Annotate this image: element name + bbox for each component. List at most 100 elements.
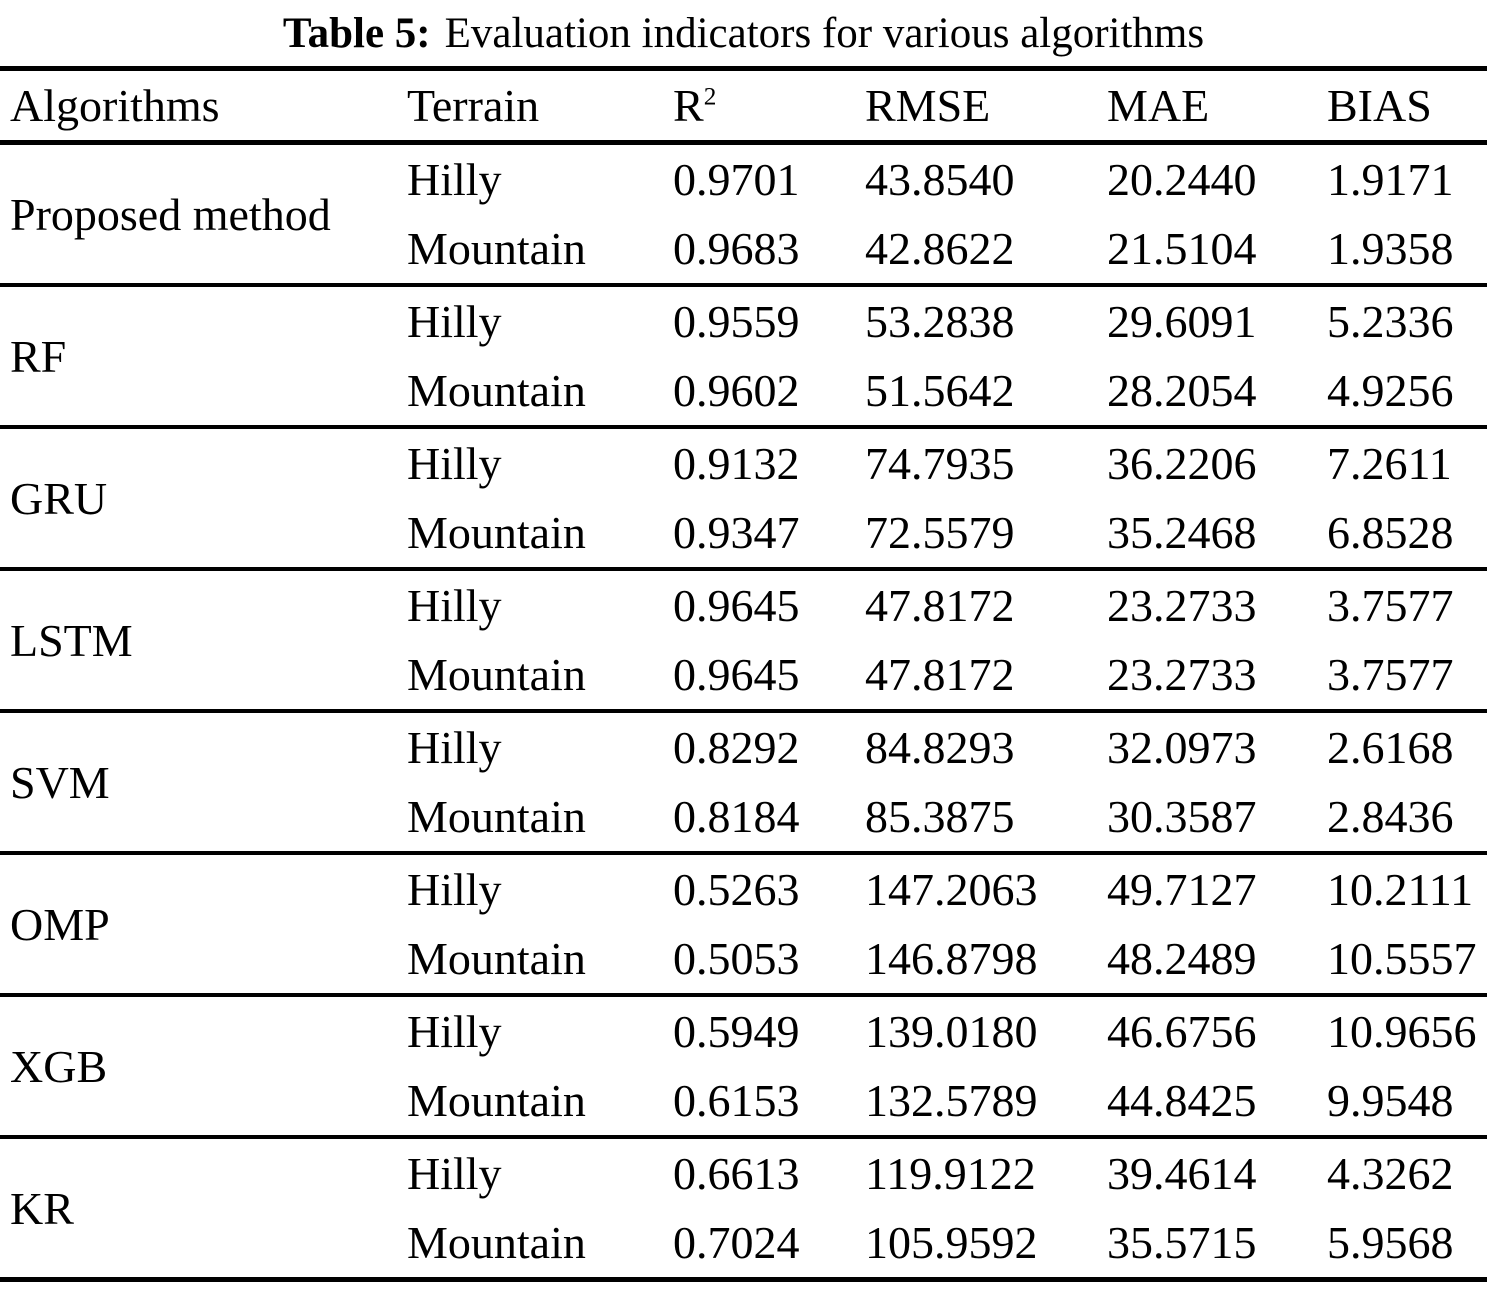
mae-cell: 49.7127 [1107,864,1257,915]
algorithm-group: LSTM Hilly 0.9645 47.8172 23.2733 3.7577 Mount… [0,569,1487,711]
table-row: Mountain 0.6153 132.5789 44.8425 9.9548 [0,1066,1487,1137]
mae-cell: 21.5104 [1107,223,1257,274]
bias-cell: 10.9656 [1327,1006,1477,1057]
table-caption-label: Table 5: [282,10,431,57]
terrain-cell: Hilly [407,722,502,773]
mae-cell: 39.4614 [1107,1148,1257,1199]
mae-cell: 48.2489 [1107,933,1257,984]
table-row: Mountain 0.9602 51.5642 28.2054 4.9256 [0,356,1487,427]
table-row: Mountain 0.8184 85.3875 30.3587 2.8436 [0,782,1487,853]
terrain-cell: Mountain [407,365,586,416]
rmse-cell: 42.8622 [865,223,1015,274]
rmse-cell: 132.5789 [865,1075,1038,1126]
r2-cell: 0.6613 [673,1148,800,1199]
bias-cell: 2.8436 [1327,791,1454,842]
header-r2-base: R [673,80,704,131]
terrain-cell: Mountain [407,791,586,842]
algorithm-cell: OMP [10,898,110,950]
header-algorithms: Algorithms [10,80,220,131]
mae-cell: 23.2733 [1107,580,1257,631]
algorithm-cell: Proposed method [10,188,331,240]
table-caption-text: Evaluation indicators for various algori… [444,10,1205,57]
bias-cell: 1.9358 [1327,223,1454,274]
table-row: XGB Hilly 0.5949 139.0180 46.6756 10.9656 [0,995,1487,1092]
r2-cell: 0.9559 [673,296,800,347]
mae-cell: 36.2206 [1107,438,1257,489]
r2-cell: 0.5949 [673,1006,800,1057]
rmse-cell: 119.9122 [865,1148,1036,1199]
header-mae: MAE [1107,80,1210,131]
algorithm-cell: RF [10,330,67,382]
mae-cell: 23.2733 [1107,649,1257,700]
terrain-cell: Mountain [407,649,586,700]
rmse-cell: 147.2063 [865,864,1038,915]
algorithm-group: XGB Hilly 0.5949 139.0180 46.6756 10.9656 Moun… [0,995,1487,1137]
rmse-cell: 85.3875 [865,791,1015,842]
table-row: LSTM Hilly 0.9645 47.8172 23.2733 3.7577 [0,569,1487,666]
terrain-cell: Hilly [407,154,502,205]
rmse-cell: 84.8293 [865,722,1015,773]
table-row: GRU Hilly 0.9132 74.7935 36.2206 7.2611 [0,427,1487,524]
terrain-cell: Mountain [407,933,586,984]
table-row: Mountain 0.9645 47.8172 23.2733 3.7577 [0,640,1487,711]
algorithm-group: GRU Hilly 0.9132 74.7935 36.2206 7.2611 Mounta… [0,427,1487,569]
table-row: RF Hilly 0.9559 53.2838 29.6091 5.2336 [0,285,1487,382]
rmse-cell: 47.8172 [865,649,1015,700]
bias-cell: 4.9256 [1327,365,1454,416]
r2-cell: 0.7024 [673,1217,800,1268]
algorithm-group: SVM Hilly 0.8292 84.8293 32.0973 2.6168 Mounta… [0,711,1487,853]
table-row: Mountain 0.5053 146.8798 48.2489 10.5557 [0,924,1487,995]
bias-cell: 7.2611 [1327,438,1452,489]
rmse-cell: 105.9592 [865,1217,1038,1268]
rmse-cell: 43.8540 [865,154,1015,205]
table-row: OMP Hilly 0.5263 147.2063 49.7127 10.2111 [0,853,1487,950]
r2-cell: 0.8292 [673,722,800,773]
algorithm-cell: GRU [10,472,108,524]
r2-cell: 0.9347 [673,507,800,558]
rmse-cell: 53.2838 [865,296,1015,347]
header-row: Algorithms Terrain R2 RMSE MAE BIAS [0,69,1487,143]
rmse-cell: 74.7935 [865,438,1015,489]
rmse-cell: 51.5642 [865,365,1015,416]
terrain-cell: Hilly [407,296,502,347]
mae-cell: 35.2468 [1107,507,1257,558]
bias-cell: 3.7577 [1327,580,1454,631]
r2-cell: 0.9701 [673,154,800,205]
table-caption: Table 5: Evaluation indicators for variou… [0,0,1487,66]
bias-cell: 2.6168 [1327,722,1454,773]
r2-cell: 0.8184 [673,791,800,842]
bias-cell: 5.2336 [1327,296,1454,347]
header-r2: R2 [673,69,865,143]
mae-cell: 35.5715 [1107,1217,1257,1268]
terrain-cell: Hilly [407,580,502,631]
algorithm-cell: XGB [10,1040,108,1092]
table-row: SVM Hilly 0.8292 84.8293 32.0973 2.6168 [0,711,1487,808]
header-r2-superscript: 2 [703,82,717,111]
rmse-cell: 72.5579 [865,507,1015,558]
table-row: Mountain 0.7024 105.9592 35.5715 5.9568 [0,1208,1487,1280]
table-row: Mountain 0.9347 72.5579 35.2468 6.8528 [0,498,1487,569]
bias-cell: 9.9548 [1327,1075,1454,1126]
r2-cell: 0.6153 [673,1075,800,1126]
mae-cell: 30.3587 [1107,791,1257,842]
bias-cell: 10.2111 [1327,864,1474,915]
r2-cell: 0.9132 [673,438,800,489]
r2-cell: 0.5053 [673,933,800,984]
terrain-cell: Hilly [407,864,502,915]
algorithm-group: Proposed method Hilly 0.9701 43.8540 20.2440… [0,143,1487,285]
bias-cell: 4.3262 [1327,1148,1454,1199]
r2-cell: 0.5263 [673,864,800,915]
bias-cell: 1.9171 [1327,154,1454,205]
rmse-cell: 146.8798 [865,933,1038,984]
bias-cell: 5.9568 [1327,1217,1454,1268]
algorithm-cell: KR [10,1182,74,1234]
r2-cell: 0.9645 [673,580,800,631]
table-row: Proposed method Hilly 0.9701 43.8540 20.2440… [0,143,1487,240]
table-row: KR Hilly 0.6613 119.9122 39.4614 4.3262 [0,1137,1487,1234]
terrain-cell: Hilly [407,1148,502,1199]
r2-cell: 0.9683 [673,223,800,274]
mae-cell: 44.8425 [1107,1075,1257,1126]
terrain-cell: Mountain [407,223,586,274]
algorithm-group: OMP Hilly 0.5263 147.2063 49.7127 10.2111 Moun… [0,853,1487,995]
